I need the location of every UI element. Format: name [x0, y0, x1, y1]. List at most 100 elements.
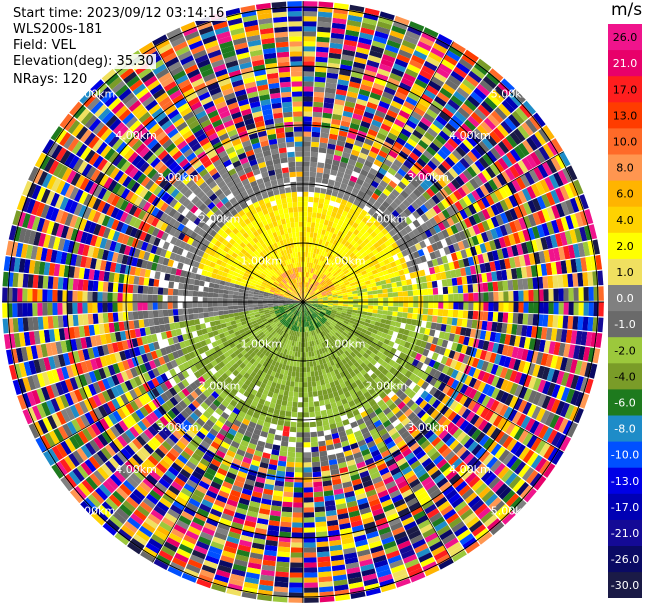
velocity-gate: [395, 276, 401, 282]
velocity-gate: [341, 151, 351, 159]
velocity-gate: [280, 516, 292, 523]
velocity-gate: [313, 232, 318, 239]
velocity-gate: [304, 587, 319, 593]
velocity-gate: [497, 157, 509, 171]
velocity-gate: [477, 283, 484, 293]
velocity-gate: [579, 226, 588, 242]
velocity-gate: [517, 160, 529, 174]
velocity-gate: [328, 179, 335, 186]
velocity-gate: [332, 257, 338, 263]
velocity-gate: [461, 184, 471, 195]
velocity-gate: [341, 288, 347, 292]
velocity-gate: [341, 245, 347, 252]
velocity-gate: [305, 293, 310, 299]
velocity-gate: [401, 249, 409, 257]
velocity-gate: [533, 302, 539, 314]
velocity-gate: [554, 233, 563, 247]
velocity-gate: [303, 437, 311, 443]
velocity-gate: [522, 139, 534, 154]
velocity-gate: [277, 546, 291, 553]
velocity-gate: [315, 282, 320, 287]
velocity-gate: [497, 82, 512, 96]
velocity-gate: [436, 257, 444, 266]
velocity-gate: [450, 224, 459, 235]
velocity-gate: [532, 314, 539, 326]
velocity-gate: [307, 376, 312, 383]
velocity-gate: [410, 110, 423, 121]
velocity-gate: [483, 117, 497, 131]
velocity-gate: [464, 119, 477, 132]
velocity-gate: [303, 191, 309, 197]
velocity-gate: [312, 298, 318, 300]
velocity-gate: [303, 246, 306, 252]
velocity-gate: [306, 294, 310, 299]
velocity-gate: [509, 165, 520, 179]
velocity-gate: [408, 296, 414, 302]
velocity-gate: [385, 196, 394, 205]
velocity-gate: [396, 223, 405, 231]
velocity-gate: [380, 96, 392, 105]
velocity-gate: [532, 112, 546, 128]
velocity-gate: [563, 302, 569, 315]
velocity-gate: [494, 85, 508, 100]
velocity-gate: [361, 251, 368, 258]
velocity-gate: [307, 299, 313, 302]
velocity-gate: [328, 52, 342, 60]
velocity-gate: [303, 256, 306, 262]
velocity-gate: [385, 224, 393, 233]
velocity-gate: [314, 187, 321, 193]
velocity-gate: [345, 255, 352, 262]
velocity-gate: [328, 138, 337, 145]
velocity-gate: [396, 114, 408, 124]
velocity-gate: [310, 262, 314, 269]
velocity-gate: [337, 293, 343, 297]
velocity-gate: [376, 105, 388, 114]
velocity-gate: [344, 34, 359, 42]
velocity-gate: [347, 14, 363, 23]
velocity-gate: [305, 293, 309, 298]
velocity-gate: [336, 171, 345, 178]
velocity-gate: [317, 294, 323, 298]
velocity-gate: [376, 267, 383, 273]
velocity-gate: [483, 302, 489, 311]
velocity-gate: [309, 411, 316, 418]
velocity-gate: [573, 287, 579, 301]
velocity-gate: [488, 292, 494, 302]
velocity-gate: [303, 487, 313, 493]
velocity-gate: [316, 31, 331, 38]
velocity-gate: [290, 421, 297, 428]
velocity-gate: [341, 115, 352, 123]
velocity-gate: [311, 446, 319, 453]
velocity-gate: [283, 421, 291, 427]
velocity-gate: [433, 224, 442, 234]
velocity-gate: [494, 107, 508, 120]
velocity-gate: [377, 305, 384, 311]
velocity-gate: [274, 434, 282, 441]
velocity-gate: [319, 288, 325, 292]
velocity-gate: [377, 271, 384, 277]
velocity-gate: [407, 182, 416, 192]
velocity-gate: [313, 287, 318, 292]
velocity-gate: [364, 212, 373, 220]
velocity-gate: [292, 517, 303, 523]
velocity-gate: [329, 42, 343, 50]
velocity-gate: [525, 154, 537, 169]
velocity-gate: [316, 254, 321, 260]
velocity-gate: [377, 224, 385, 232]
velocity-gate: [537, 210, 546, 224]
velocity-gate: [399, 211, 408, 220]
velocity-gate: [303, 407, 309, 413]
velocity-gate: [347, 180, 356, 188]
velocity-gate: [318, 278, 323, 284]
velocity-gate: [332, 12, 348, 20]
velocity-gate: [316, 293, 322, 297]
velocity-gate: [359, 266, 366, 273]
velocity-gate: [526, 185, 537, 200]
velocity-gate: [318, 445, 327, 452]
velocity-gate: [323, 284, 329, 289]
velocity-gate: [334, 259, 340, 265]
velocity-gate: [376, 256, 384, 263]
velocity-gate: [419, 36, 434, 47]
velocity-gate: [351, 149, 360, 157]
velocity-gate: [472, 310, 479, 320]
